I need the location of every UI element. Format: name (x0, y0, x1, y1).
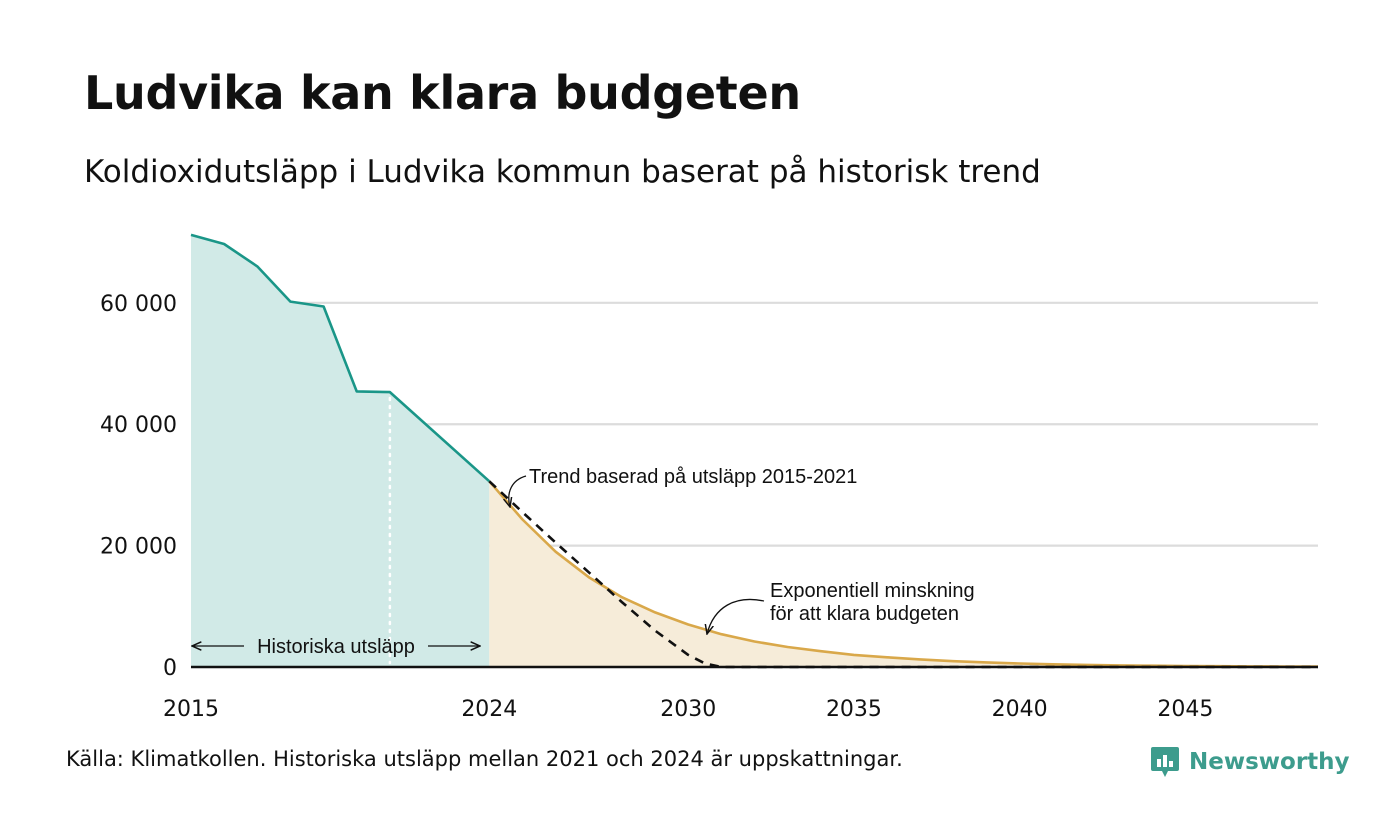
exponential-annotation: Exponentiell minskning för att klara bud… (707, 580, 980, 634)
y-tick-label: 40 000 (100, 413, 177, 438)
brand-name: Newsworthy (1189, 749, 1350, 775)
x-tick-label: 2035 (826, 697, 882, 722)
historical-annotation: Historiska utsläpp (192, 636, 480, 658)
historical-label: Historiska utsläpp (257, 636, 415, 658)
historical-area (191, 234, 490, 667)
trend-pointer-arrow (509, 475, 527, 507)
x-tick-label: 2030 (660, 697, 716, 722)
area-chart: 0 20 000 40 000 60 000 2015 2024 2030 2035 2040… (100, 233, 1319, 722)
exponential-label-line-1: Exponentiell minskning (770, 580, 975, 602)
y-tick-label: 20 000 (100, 535, 177, 560)
x-tick-label: 2024 (461, 697, 517, 722)
x-axis-ticks: 2015 2024 2030 2035 2040 2045 (163, 697, 1213, 722)
chart-title: Ludvika kan klara budgeten (84, 66, 801, 120)
newsworthy-logo-icon (1151, 747, 1179, 777)
y-tick-label: 60 000 (100, 292, 177, 317)
x-tick-label: 2045 (1157, 697, 1213, 722)
trend-line (488, 480, 1318, 669)
source-note: Källa: Klimatkollen. Historiska utsläpp … (66, 747, 903, 771)
trend-label: Trend baserad på utsläpp 2015-2021 (529, 466, 857, 488)
y-tick-label: 0 (163, 656, 177, 681)
historical-line (190, 233, 491, 483)
x-tick-label: 2015 (163, 697, 219, 722)
x-tick-label: 2040 (992, 697, 1048, 722)
trend-annotation: Trend baserad på utsläpp 2015-2021 (509, 466, 857, 507)
y-axis-ticks: 0 20 000 40 000 60 000 (100, 292, 177, 681)
series-areas (191, 234, 1318, 667)
exponential-area (489, 481, 1318, 667)
brand-logo[interactable]: Newsworthy (1150, 742, 1350, 782)
exponential-pointer-arrow (707, 598, 765, 634)
exponential-label: Exponentiell minskning för att klara bud… (770, 580, 980, 625)
exponential-label-line-2: för att klara budgeten (770, 603, 959, 625)
chart-subtitle: Koldioxidutsläpp i Ludvika kommun basera… (84, 154, 1041, 190)
